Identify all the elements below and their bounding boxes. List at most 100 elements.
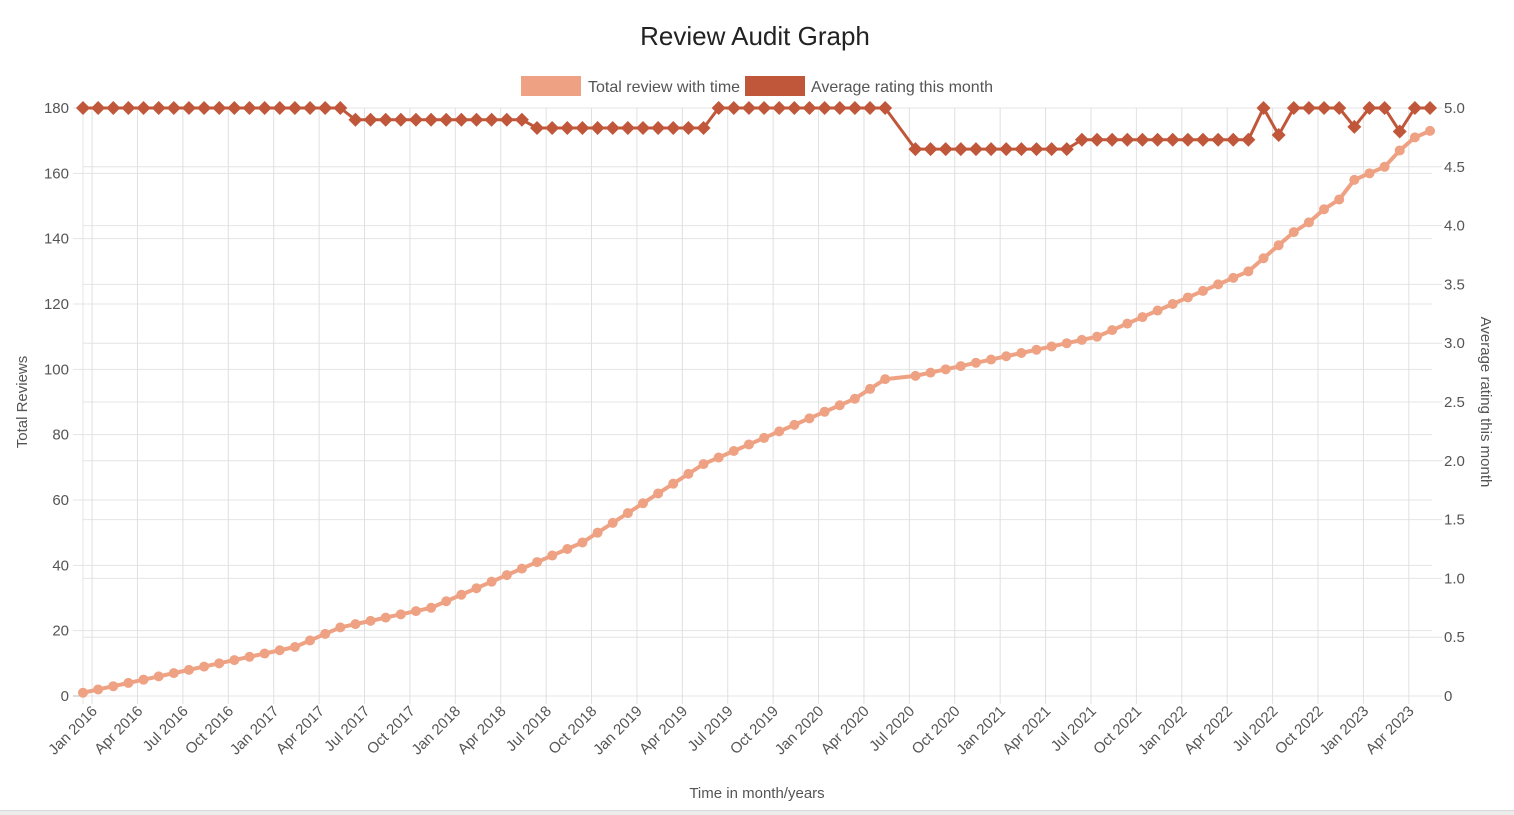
data-point bbox=[849, 393, 860, 404]
data-point bbox=[547, 550, 558, 561]
data-point bbox=[259, 648, 270, 659]
data-point bbox=[501, 570, 512, 581]
data-point bbox=[1061, 338, 1072, 349]
data-point bbox=[847, 101, 862, 115]
data-point bbox=[1377, 101, 1392, 115]
x-tick-label: Apr 2018 bbox=[454, 703, 509, 758]
data-point bbox=[380, 612, 391, 623]
legend-item-total-reviews[interactable]: Total review with time bbox=[521, 76, 740, 96]
data-point bbox=[668, 478, 679, 489]
data-point bbox=[378, 112, 393, 127]
data-point bbox=[1213, 279, 1224, 290]
data-point bbox=[1273, 240, 1284, 251]
data-point bbox=[1076, 334, 1087, 345]
x-tick-label: Jan 2016 bbox=[45, 703, 101, 759]
data-point bbox=[78, 687, 88, 698]
data-point bbox=[1271, 128, 1286, 143]
y-tick-label: 60 bbox=[52, 492, 69, 509]
series-line bbox=[82, 129, 1431, 695]
x-tick-label: Jan 2021 bbox=[953, 703, 1009, 759]
data-point bbox=[1137, 312, 1148, 323]
data-point bbox=[197, 101, 212, 115]
data-point bbox=[318, 101, 333, 115]
data-point bbox=[348, 112, 363, 127]
data-point bbox=[1347, 119, 1362, 134]
legend-item-average-rating[interactable]: Average rating this month bbox=[745, 76, 993, 96]
data-point bbox=[955, 361, 966, 372]
data-point bbox=[986, 354, 997, 365]
data-point bbox=[441, 596, 452, 607]
data-point bbox=[166, 101, 181, 115]
data-point bbox=[395, 609, 406, 620]
data-point bbox=[408, 112, 423, 127]
data-point bbox=[121, 101, 136, 115]
data-point bbox=[1074, 132, 1089, 147]
data-point bbox=[637, 498, 648, 509]
y-tick-label: 160 bbox=[44, 165, 69, 182]
data-point bbox=[726, 101, 741, 115]
data-point bbox=[1362, 101, 1377, 115]
bottom-strip bbox=[0, 810, 1514, 815]
y2-tick-label: 4.5 bbox=[1444, 159, 1465, 176]
x-tick-label: Jan 2022 bbox=[1135, 703, 1191, 759]
y-tick-label: 140 bbox=[44, 231, 69, 248]
y-tick-label: 20 bbox=[52, 623, 69, 640]
data-point bbox=[759, 432, 770, 443]
data-point bbox=[968, 142, 983, 157]
y-axis-right: 0 0.5 1.0 1.5 2.0 2.5 3.0 3.5 4.0 4.5 5.0 bbox=[1444, 100, 1465, 705]
data-point bbox=[984, 142, 999, 157]
data-point bbox=[1001, 351, 1012, 362]
y-axis-left: 0 20 40 60 80 100 120 140 160 180 bbox=[44, 100, 69, 705]
data-point bbox=[1317, 101, 1332, 115]
data-point bbox=[592, 527, 603, 538]
data-point bbox=[454, 112, 469, 127]
y2-tick-label: 2.0 bbox=[1444, 453, 1465, 470]
data-point bbox=[168, 668, 179, 679]
data-point bbox=[363, 112, 378, 127]
data-point bbox=[1152, 305, 1163, 316]
data-point bbox=[1195, 132, 1210, 147]
data-point bbox=[456, 589, 467, 600]
data-point bbox=[305, 635, 316, 646]
y2-tick-label: 1.5 bbox=[1444, 512, 1465, 529]
data-point bbox=[108, 681, 119, 692]
data-point bbox=[153, 671, 164, 682]
y2-tick-label: 3.5 bbox=[1444, 276, 1465, 293]
data-point bbox=[607, 517, 618, 528]
data-point bbox=[622, 508, 633, 519]
data-point bbox=[562, 544, 573, 554]
data-point bbox=[834, 400, 845, 411]
y2-tick-label: 3.0 bbox=[1444, 335, 1465, 352]
data-point bbox=[1182, 292, 1193, 303]
data-point bbox=[1241, 132, 1256, 147]
data-point bbox=[1243, 266, 1254, 277]
data-point bbox=[1392, 124, 1407, 139]
data-point bbox=[789, 419, 800, 430]
data-point bbox=[1288, 227, 1299, 238]
data-point bbox=[925, 367, 936, 378]
data-point bbox=[653, 488, 664, 499]
data-point bbox=[333, 101, 348, 115]
x-tick-label: Jan 2019 bbox=[590, 703, 646, 759]
x-tick-label: Apr 2019 bbox=[636, 703, 691, 758]
data-point bbox=[1122, 318, 1133, 329]
data-point bbox=[1407, 101, 1422, 115]
data-point bbox=[1135, 132, 1150, 147]
data-point bbox=[229, 655, 240, 666]
data-point bbox=[1286, 101, 1301, 115]
y-tick-label: 0 bbox=[61, 688, 69, 705]
data-point bbox=[819, 406, 830, 417]
data-point bbox=[138, 674, 149, 685]
data-point bbox=[863, 101, 878, 115]
y-tick-label: 80 bbox=[52, 427, 69, 444]
data-point bbox=[1090, 132, 1105, 147]
data-point bbox=[1180, 132, 1195, 147]
data-point bbox=[545, 120, 560, 135]
data-point bbox=[605, 120, 620, 135]
gridlines bbox=[73, 107, 1442, 704]
data-point bbox=[287, 101, 302, 115]
data-point bbox=[802, 101, 817, 115]
data-point bbox=[711, 101, 726, 115]
data-point bbox=[123, 677, 134, 688]
series-total-reviews bbox=[78, 125, 1435, 698]
